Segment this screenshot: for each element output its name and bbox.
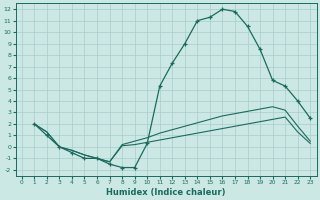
X-axis label: Humidex (Indice chaleur): Humidex (Indice chaleur)	[106, 188, 226, 197]
